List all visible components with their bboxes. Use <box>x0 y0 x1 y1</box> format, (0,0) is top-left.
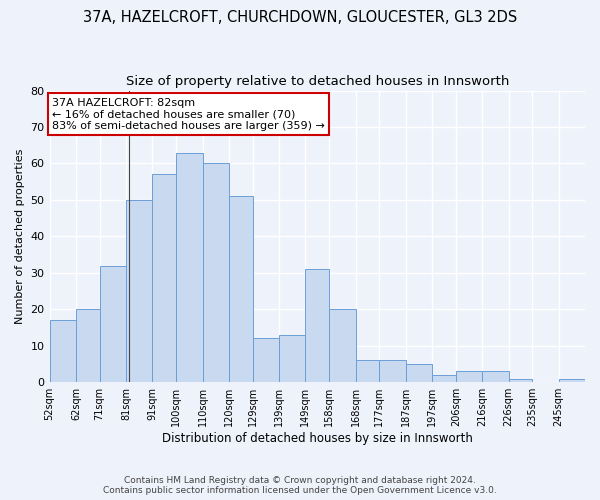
Text: 37A HAZELCROFT: 82sqm
← 16% of detached houses are smaller (70)
83% of semi-deta: 37A HAZELCROFT: 82sqm ← 16% of detached … <box>52 98 325 131</box>
Bar <box>509 378 532 382</box>
Y-axis label: Number of detached properties: Number of detached properties <box>15 148 25 324</box>
Bar <box>432 375 456 382</box>
Bar <box>253 338 279 382</box>
Text: 37A, HAZELCROFT, CHURCHDOWN, GLOUCESTER, GL3 2DS: 37A, HAZELCROFT, CHURCHDOWN, GLOUCESTER,… <box>83 10 517 25</box>
Bar <box>406 364 432 382</box>
Bar <box>100 266 126 382</box>
Bar <box>229 196 253 382</box>
Bar <box>379 360 406 382</box>
Title: Size of property relative to detached houses in Innsworth: Size of property relative to detached ho… <box>125 75 509 88</box>
Bar <box>126 200 152 382</box>
Bar <box>279 335 305 382</box>
Bar <box>305 269 329 382</box>
Bar <box>152 174 176 382</box>
X-axis label: Distribution of detached houses by size in Innsworth: Distribution of detached houses by size … <box>162 432 473 445</box>
Bar <box>456 372 482 382</box>
Bar <box>76 310 100 382</box>
Bar <box>559 378 585 382</box>
Bar <box>329 310 356 382</box>
Bar <box>176 152 203 382</box>
Bar <box>203 164 229 382</box>
Bar <box>356 360 379 382</box>
Text: Contains HM Land Registry data © Crown copyright and database right 2024.
Contai: Contains HM Land Registry data © Crown c… <box>103 476 497 495</box>
Bar <box>482 372 509 382</box>
Bar <box>50 320 76 382</box>
